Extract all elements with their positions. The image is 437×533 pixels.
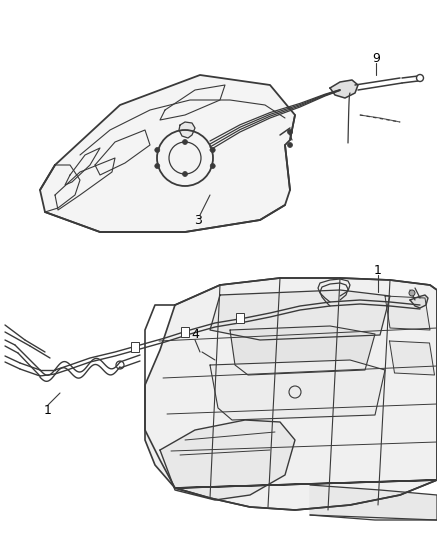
Polygon shape — [310, 485, 437, 520]
Bar — [131, 342, 139, 352]
Bar — [236, 313, 244, 323]
Circle shape — [409, 290, 415, 296]
Circle shape — [288, 130, 292, 134]
Polygon shape — [210, 290, 390, 340]
Polygon shape — [210, 360, 385, 420]
Circle shape — [155, 148, 160, 152]
Polygon shape — [230, 326, 375, 375]
Polygon shape — [389, 341, 434, 375]
Circle shape — [183, 140, 187, 144]
Polygon shape — [179, 122, 195, 138]
Text: 9: 9 — [372, 52, 380, 64]
Polygon shape — [410, 295, 428, 308]
Polygon shape — [330, 80, 358, 98]
Polygon shape — [160, 420, 295, 500]
Text: 1: 1 — [44, 403, 52, 416]
Text: 1: 1 — [374, 263, 382, 277]
Circle shape — [155, 164, 160, 168]
Circle shape — [210, 148, 215, 152]
Polygon shape — [145, 278, 437, 510]
Polygon shape — [40, 75, 295, 232]
Circle shape — [416, 75, 423, 82]
Circle shape — [210, 164, 215, 168]
Circle shape — [183, 172, 187, 176]
Bar — [181, 327, 189, 337]
Text: 3: 3 — [194, 214, 202, 227]
Text: 4: 4 — [191, 328, 199, 342]
Circle shape — [288, 142, 292, 148]
Polygon shape — [385, 296, 430, 330]
